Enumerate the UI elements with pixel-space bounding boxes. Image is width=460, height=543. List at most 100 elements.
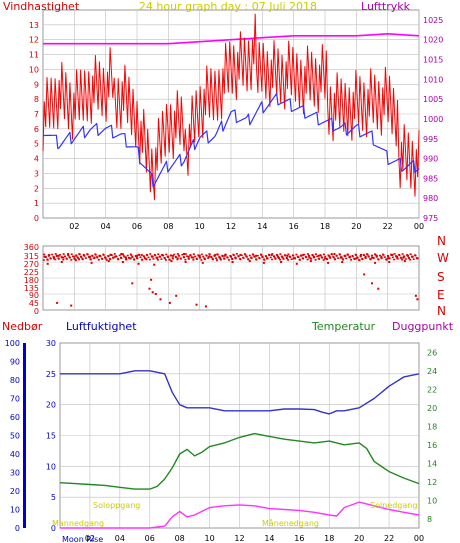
- direction-point: [297, 256, 300, 258]
- direction-point: [152, 258, 155, 260]
- pressure-label: Lufttrykk: [361, 0, 411, 13]
- direction-point: [210, 256, 213, 259]
- direction-point: [414, 294, 417, 297]
- direction-point: [49, 257, 52, 260]
- direction-point: [306, 258, 309, 261]
- direction-point: [215, 257, 218, 259]
- direction-point: [284, 254, 287, 257]
- direction-point: [408, 257, 411, 260]
- direction-compass-label: W: [437, 251, 449, 265]
- direction-point: [269, 256, 272, 259]
- direction-point: [287, 253, 290, 256]
- direction-point: [52, 256, 55, 259]
- direction-point: [340, 256, 343, 259]
- direction-point: [56, 301, 59, 304]
- direction-point: [57, 258, 60, 260]
- direction-point: [324, 255, 327, 258]
- temperature-y-tick-label: 16: [427, 441, 437, 450]
- direction-point: [162, 254, 165, 257]
- pressure-y-tick-label: 1000: [423, 115, 443, 124]
- direction-point: [46, 262, 49, 265]
- direction-point: [335, 255, 338, 257]
- direction-point: [84, 257, 87, 259]
- direction-point: [240, 254, 243, 257]
- direction-point: [183, 253, 185, 255]
- rain-y-tick-label: 0: [15, 524, 20, 533]
- direction-point: [155, 257, 158, 259]
- wind-x-tick-label: 10: [195, 222, 205, 231]
- direction-point: [130, 254, 133, 256]
- temperature-y-tick-label: 22: [427, 385, 437, 394]
- lower-x-tick-label: 14: [264, 534, 274, 543]
- direction-point: [250, 257, 253, 260]
- direction-point: [78, 253, 81, 256]
- direction-point: [287, 259, 290, 261]
- direction-point: [131, 256, 134, 258]
- direction-point: [403, 260, 406, 263]
- rain-y-tick-label: 30: [10, 469, 20, 478]
- direction-point: [317, 254, 320, 257]
- pressure-y-tick-label: 1005: [423, 95, 443, 104]
- direction-point: [136, 257, 139, 260]
- humidity-y-tick-label: 20: [46, 401, 56, 410]
- direction-point: [181, 253, 184, 256]
- direction-point: [203, 258, 206, 261]
- direction-point: [400, 257, 403, 259]
- direction-point: [328, 255, 331, 258]
- direction-point: [227, 259, 230, 261]
- direction-point: [235, 253, 238, 255]
- wind-x-tick-label: 00: [414, 222, 424, 231]
- direction-point: [73, 258, 76, 260]
- direction-point: [314, 259, 317, 261]
- wind-y-tick-label: 6: [34, 125, 39, 134]
- wind-gust-line: [42, 13, 420, 201]
- wind-x-tick-label: 16: [289, 222, 299, 231]
- direction-point: [148, 258, 151, 261]
- direction-point: [404, 258, 407, 260]
- temperature-label: Temperatur: [311, 320, 376, 333]
- direction-point: [321, 257, 324, 259]
- direction-y-tick-label: 90: [29, 291, 39, 300]
- direction-point: [387, 255, 390, 258]
- lower-x-tick-label: 18: [324, 534, 334, 543]
- direction-point: [286, 254, 289, 257]
- direction-point: [140, 253, 143, 256]
- temperature-y-tick-label: 18: [427, 422, 437, 431]
- direction-point: [125, 256, 127, 259]
- direction-point: [234, 257, 237, 259]
- direction-point: [374, 254, 377, 256]
- direction-point: [221, 255, 224, 258]
- moonrise-annotation: Mannedgang: [52, 519, 104, 528]
- direction-point: [360, 253, 362, 256]
- direction-point: [151, 291, 154, 294]
- direction-point: [298, 259, 301, 261]
- direction-point: [334, 258, 337, 261]
- direction-point: [195, 303, 198, 306]
- direction-point: [215, 259, 218, 262]
- direction-point: [154, 254, 157, 257]
- direction-point: [67, 254, 70, 257]
- direction-point: [244, 253, 247, 256]
- direction-point: [146, 254, 149, 257]
- pressure-y-tick-label: 1020: [423, 36, 443, 45]
- direction-point: [86, 253, 89, 256]
- direction-point: [371, 254, 373, 257]
- direction-point: [167, 256, 169, 258]
- direction-point: [255, 254, 258, 257]
- direction-point: [201, 261, 204, 264]
- direction-point: [157, 253, 160, 255]
- direction-point: [80, 256, 83, 258]
- direction-point: [367, 256, 370, 258]
- direction-point: [371, 256, 373, 259]
- direction-point: [326, 258, 329, 261]
- direction-point: [178, 255, 181, 257]
- direction-point: [176, 258, 179, 261]
- direction-point: [118, 254, 121, 257]
- direction-point: [380, 255, 383, 258]
- wind-speed-label: Vindhastighet: [3, 0, 80, 13]
- direction-point: [279, 258, 282, 261]
- direction-point: [266, 257, 269, 260]
- rain-y-tick-label: 20: [10, 487, 20, 496]
- direction-point: [332, 256, 335, 259]
- direction-point: [295, 262, 298, 265]
